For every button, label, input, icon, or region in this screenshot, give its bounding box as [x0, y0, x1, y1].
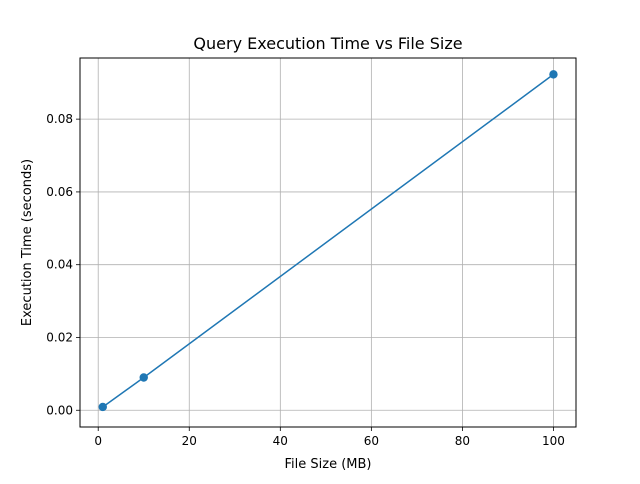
y-axis: 0.00 0.02 0.04 0.06 0.08: [46, 112, 80, 417]
x-axis: 0 20 40 60 80 100: [94, 427, 565, 448]
chart-title: Query Execution Time vs File Size: [193, 34, 462, 53]
x-tick-label: 40: [273, 434, 288, 448]
plot-frame: [79, 57, 577, 428]
y-tick-label: 0.00: [46, 403, 73, 417]
x-tick-label: 60: [364, 434, 379, 448]
data-point: [549, 70, 558, 79]
y-tick-label: 0.02: [46, 330, 73, 344]
data-point: [139, 373, 148, 382]
y-tick-label: 0.08: [46, 112, 73, 126]
x-tick-label: 20: [182, 434, 197, 448]
x-tick-label: 100: [542, 434, 565, 448]
grid: [80, 58, 576, 427]
series: [98, 70, 558, 412]
data-point: [98, 402, 107, 412]
y-axis-label: Execution Time (seconds): [20, 159, 35, 326]
x-axis-label: File Size (MB): [285, 457, 372, 472]
y-tick-label: 0.06: [46, 185, 73, 199]
x-tick-label: 0: [94, 434, 102, 448]
x-tick-label: 80: [455, 434, 470, 448]
y-tick-label: 0.04: [46, 258, 73, 272]
